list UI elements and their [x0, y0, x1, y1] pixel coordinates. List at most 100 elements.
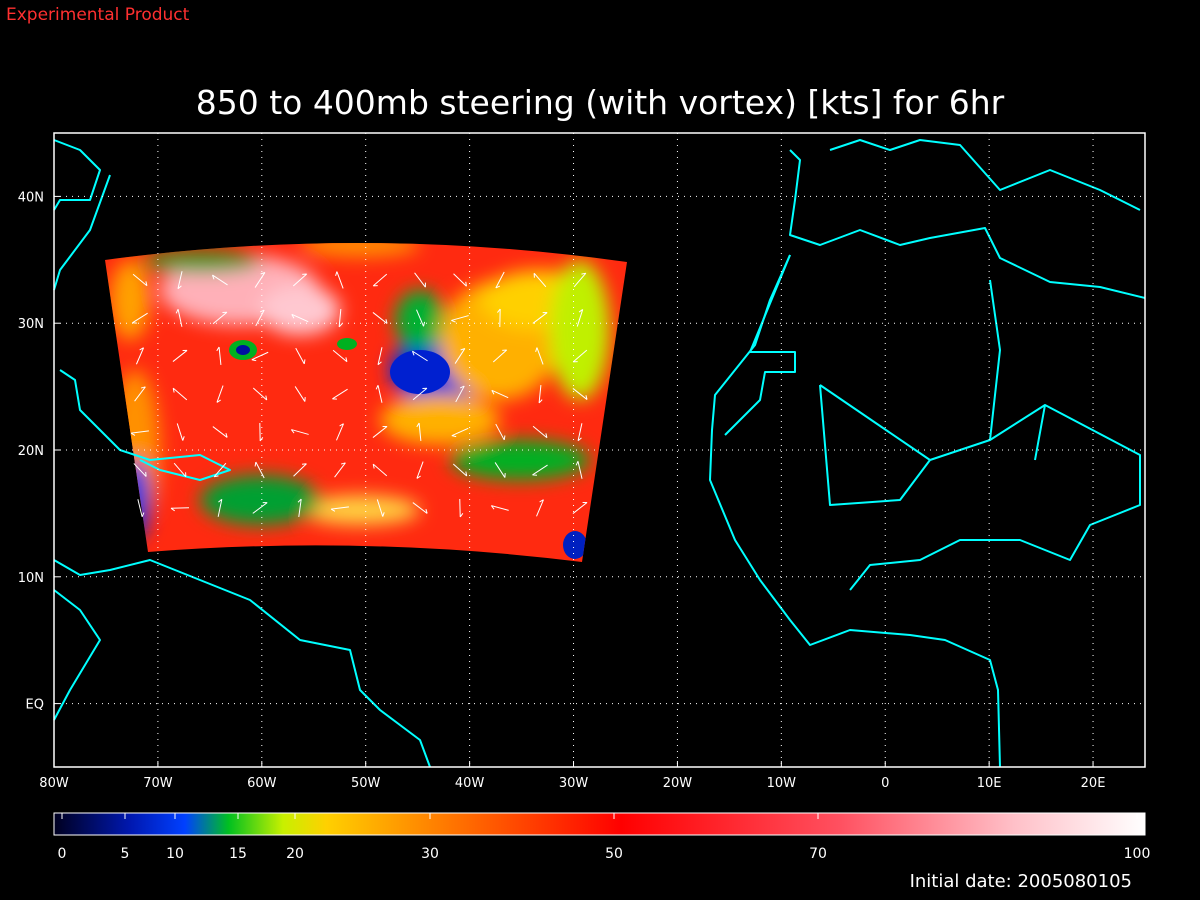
arrow [491, 389, 509, 399]
y-tick-label: EQ [26, 698, 44, 713]
map-title: 850 to 400mb steering (with vortex) [kts… [196, 83, 1005, 122]
arrow [335, 271, 344, 289]
colorbar-label: 70 [809, 846, 827, 862]
arrow [177, 271, 183, 290]
arrow [497, 308, 501, 328]
arrow [372, 312, 388, 324]
arrow [451, 427, 469, 438]
arrow [372, 425, 388, 438]
arrow [532, 312, 548, 324]
arrow [135, 347, 145, 365]
arrow [252, 502, 268, 514]
arrow [212, 311, 228, 325]
arrow [290, 429, 309, 435]
arrow [170, 507, 190, 512]
arrow [375, 385, 383, 403]
colorbar-label: 20 [286, 846, 304, 862]
arrow [451, 315, 469, 323]
x-tick-label: 30W [559, 776, 589, 791]
arrow [212, 426, 228, 438]
arrow [259, 422, 264, 442]
arrow [297, 498, 302, 517]
initial-date: Initial date: 2005080105 [910, 871, 1132, 892]
arrow [416, 422, 422, 442]
arrow [536, 499, 544, 517]
x-tick-label: 20W [663, 776, 693, 791]
x-tick-label: 60W [247, 776, 277, 791]
y-tick-label: 30N [18, 317, 44, 332]
arrow [251, 351, 269, 362]
arrow [535, 347, 544, 365]
arrow [372, 463, 388, 477]
steering-arrows [130, 271, 588, 518]
arrow [336, 423, 344, 441]
colorbar-label: 30 [421, 846, 439, 862]
arrow [294, 386, 306, 402]
colorbar-label: 5 [121, 846, 130, 862]
arrow [134, 386, 146, 402]
arrow [576, 309, 584, 327]
colorbar-label: 10 [166, 846, 184, 862]
coastlines [53, 139, 1146, 768]
arrow [216, 346, 222, 366]
x-tick-label: 40W [455, 776, 485, 791]
arrow [130, 430, 149, 436]
x-tick-label: 10W [767, 776, 797, 791]
arrow [452, 463, 468, 477]
arrow [532, 425, 548, 439]
arrow [291, 313, 309, 323]
arrow [416, 461, 424, 479]
arrow [211, 274, 228, 286]
arrow [175, 308, 183, 327]
arrow [252, 387, 268, 401]
arrow [176, 423, 185, 441]
arrow [372, 273, 388, 287]
arrow [292, 273, 308, 287]
arrow [533, 272, 547, 288]
arrow [412, 387, 428, 401]
arrow [254, 271, 266, 288]
arrow [575, 461, 583, 479]
x-tick-label: 10E [977, 776, 1002, 791]
arrow [338, 308, 343, 328]
arrow [572, 501, 588, 514]
y-tick-label: 10N [18, 571, 44, 586]
y-tick-label: 20N [18, 444, 44, 459]
arrow [454, 347, 466, 364]
product-label: Experimental Product [6, 5, 190, 25]
arrow [494, 462, 506, 478]
arrow [255, 309, 265, 327]
arrow [133, 463, 147, 477]
arrow [213, 462, 227, 478]
arrow [254, 461, 265, 479]
arrow [414, 272, 426, 288]
arrow [572, 349, 588, 363]
arrow [293, 463, 307, 477]
x-tick-label: 80W [39, 776, 69, 791]
x-tick-label: 70W [143, 776, 173, 791]
arrow [330, 506, 349, 512]
arrow [411, 350, 428, 362]
arrow [572, 388, 588, 400]
x-tick-label: 20E [1081, 776, 1106, 791]
arrow [490, 505, 509, 511]
arrow [332, 349, 348, 363]
arrow [217, 498, 223, 517]
arrow [532, 464, 548, 476]
colorbar-label: 15 [229, 846, 247, 862]
colorbar [53, 812, 1146, 836]
y-tick-label: 40N [18, 190, 44, 205]
arrow [495, 423, 506, 441]
arrow [137, 499, 145, 517]
arrow [132, 312, 148, 324]
arrow [577, 423, 583, 442]
arrow [459, 498, 464, 518]
arrow [377, 347, 383, 366]
arrow [376, 499, 385, 517]
arrow [173, 462, 187, 478]
arrow [295, 347, 306, 365]
arrow [573, 272, 587, 288]
arrow [492, 349, 508, 363]
x-tick-label: 50W [351, 776, 381, 791]
